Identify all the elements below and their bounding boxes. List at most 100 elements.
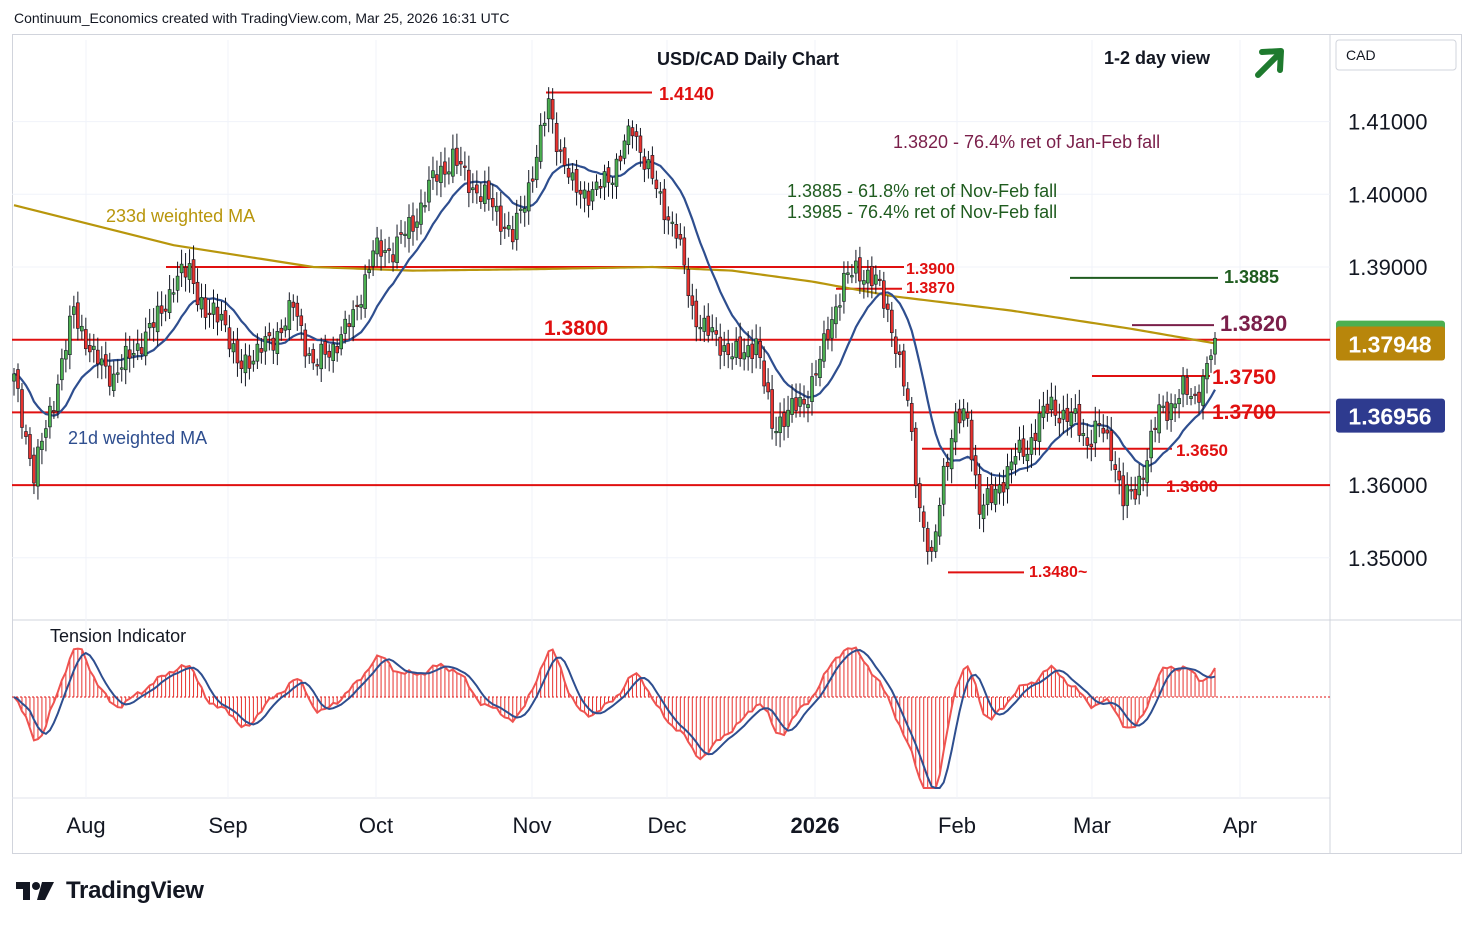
annot-1-3750: 1.3750 — [1212, 366, 1276, 389]
candle-down — [650, 155, 655, 179]
candle-up — [985, 488, 990, 505]
candle-down — [945, 461, 950, 467]
candle-up — [810, 376, 814, 402]
candle-up — [287, 300, 292, 331]
candle-down — [490, 198, 495, 208]
candle-down — [814, 373, 818, 376]
retracement-note-jan-feb: 1.3820 - 76.4% ret of Jan-Feb fall — [893, 132, 1160, 152]
retracement-note-764: 1.3985 - 76.4% ret of Nov-Feb fall — [787, 202, 1057, 222]
candle-up — [754, 338, 758, 356]
candle-up — [506, 225, 511, 230]
candle-up — [622, 140, 627, 159]
candle-up — [570, 172, 575, 181]
candle-down — [510, 229, 515, 243]
annot-1-3900: 1.3900 — [906, 261, 955, 278]
candle-up — [1041, 405, 1046, 418]
candle-up — [746, 345, 750, 358]
candle-down — [598, 185, 603, 189]
candle-down — [642, 156, 647, 170]
candle-down — [578, 189, 583, 195]
candle-up — [542, 122, 547, 126]
candle-up — [526, 182, 531, 212]
x-tick-label: Nov — [512, 813, 551, 838]
candle-down — [355, 304, 359, 307]
x-axis: Aug Sep Oct Nov Dec 2026 Feb Mar Apr — [66, 813, 1257, 838]
candle-up — [72, 306, 76, 315]
candle-down — [662, 188, 667, 221]
candle-up — [143, 331, 148, 357]
candle-up — [594, 181, 599, 190]
candle-down — [969, 419, 974, 461]
candle-down — [630, 127, 635, 137]
candle-down — [267, 332, 272, 337]
candle-up — [1093, 420, 1098, 444]
candle-down — [1033, 432, 1038, 441]
candle-up — [518, 208, 523, 211]
candle-up — [447, 171, 451, 175]
candle-up — [64, 350, 68, 360]
candle-up — [1137, 475, 1141, 496]
candle-up — [778, 416, 782, 434]
candle-down — [1117, 470, 1122, 481]
candle-up — [60, 358, 64, 381]
candle-up — [415, 221, 419, 228]
candle-down — [347, 323, 351, 328]
candle-up — [590, 189, 595, 202]
candle-up — [874, 274, 878, 285]
annot-1-3885: 1.3885 — [1224, 267, 1279, 287]
candle-up — [211, 302, 216, 315]
candle-down — [618, 155, 623, 162]
candle-down — [858, 257, 862, 282]
candle-down — [379, 240, 383, 257]
candle-down — [929, 546, 934, 552]
x-tick-label: Mar — [1073, 813, 1111, 838]
candle-down — [323, 341, 328, 355]
candle-up — [734, 340, 738, 358]
candle-up — [111, 373, 116, 391]
candle-up — [367, 269, 371, 273]
candle-down — [183, 267, 188, 278]
candle-down — [706, 315, 711, 336]
candle-down — [750, 343, 754, 359]
annot-1-3480: 1.3480~ — [1029, 564, 1087, 581]
candle-down — [897, 351, 902, 355]
candle-down — [1021, 438, 1026, 457]
candle-down — [1109, 430, 1114, 462]
candle-up — [997, 484, 1002, 494]
candle-up — [646, 159, 651, 170]
ma-21-line — [13, 160, 1216, 478]
tradingview-logo[interactable]: TradingView — [14, 877, 204, 905]
candle-up — [1013, 456, 1018, 465]
candle-up — [80, 325, 84, 332]
candle-down — [977, 474, 982, 515]
y-axis: 1.41000 1.40000 1.39000 1.36000 1.35000 — [1348, 110, 1428, 571]
candle-up — [423, 205, 427, 208]
candle-down — [917, 483, 922, 509]
candle-down — [443, 161, 447, 175]
candle-up — [99, 358, 104, 366]
candle-down — [107, 365, 112, 387]
chart-frame[interactable] — [12, 34, 1462, 854]
candle-down — [606, 167, 611, 183]
candle-down — [391, 254, 395, 263]
candle-down — [770, 389, 774, 429]
candle-up — [1125, 484, 1130, 506]
candle-up — [698, 327, 703, 330]
price-badge-label: 1.37948 — [1348, 331, 1431, 357]
candle-up — [798, 397, 802, 407]
y-tick-label: 1.40000 — [1348, 182, 1428, 207]
annot-1-3700: 1.3700 — [1212, 401, 1276, 424]
candlesticks — [12, 87, 1217, 565]
currency-box[interactable] — [1335, 39, 1457, 71]
candle-down — [127, 349, 132, 359]
candle-up — [351, 309, 355, 328]
candle-down — [574, 168, 579, 193]
candle-down — [586, 190, 591, 206]
candle-down — [965, 412, 970, 419]
candle-up — [56, 383, 60, 412]
candle-down — [550, 99, 555, 120]
candle-up — [1201, 376, 1205, 406]
candle-down — [84, 329, 88, 350]
candle-up — [790, 398, 794, 415]
